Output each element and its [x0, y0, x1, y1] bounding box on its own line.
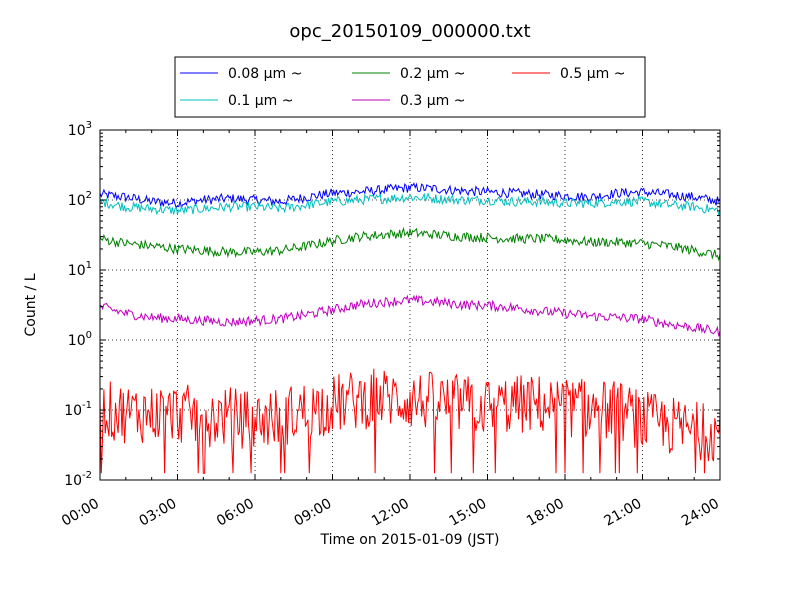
- legend-label: 0.3 μm ~: [400, 93, 465, 109]
- series-line: [100, 182, 720, 210]
- legend: 0.08 μm ~ 0.1 μm ~ 0.2 μm ~ 0.3 μm ~ 0.5 μm …: [174, 56, 646, 118]
- x-tick-label: 21:00: [602, 496, 645, 530]
- legend-label: 0.5 μm ~: [560, 66, 625, 82]
- x-tick-label: 24:00: [679, 496, 722, 530]
- y-axis-label: Count / L: [23, 273, 39, 336]
- legend-label: 0.2 μm ~: [400, 66, 465, 82]
- y-tick-label: 103: [68, 120, 92, 139]
- series-line: [100, 294, 720, 337]
- series-line: [100, 226, 720, 262]
- x-tick-label: 18:00: [524, 496, 567, 530]
- grid: [100, 130, 720, 480]
- x-tick-label: 09:00: [292, 496, 335, 530]
- y-tick-label: 101: [68, 260, 92, 279]
- x-axis-label: Time on 2015-01-09 (JST): [320, 532, 500, 548]
- x-tick-label: 00:00: [59, 496, 102, 530]
- plot-area: [100, 182, 720, 474]
- x-tick-label: 03:00: [137, 496, 180, 530]
- legend-label: 0.1 μm ~: [228, 93, 293, 109]
- y-tick-label: 10-2: [64, 470, 92, 489]
- x-tick-label: 12:00: [369, 496, 412, 530]
- y-tick-label: 102: [68, 190, 92, 209]
- series-line: [100, 192, 720, 216]
- legend-label: 0.08 μm ~: [228, 66, 302, 82]
- legend-box: [174, 56, 646, 118]
- series-line: [100, 368, 720, 474]
- y-tick-label: 100: [68, 330, 92, 349]
- chart-title: opc_20150109_000000.txt: [289, 21, 530, 42]
- x-tick-label: 06:00: [214, 496, 257, 530]
- x-tick-label: 15:00: [447, 496, 490, 530]
- y-tick-label: 10-1: [64, 400, 92, 419]
